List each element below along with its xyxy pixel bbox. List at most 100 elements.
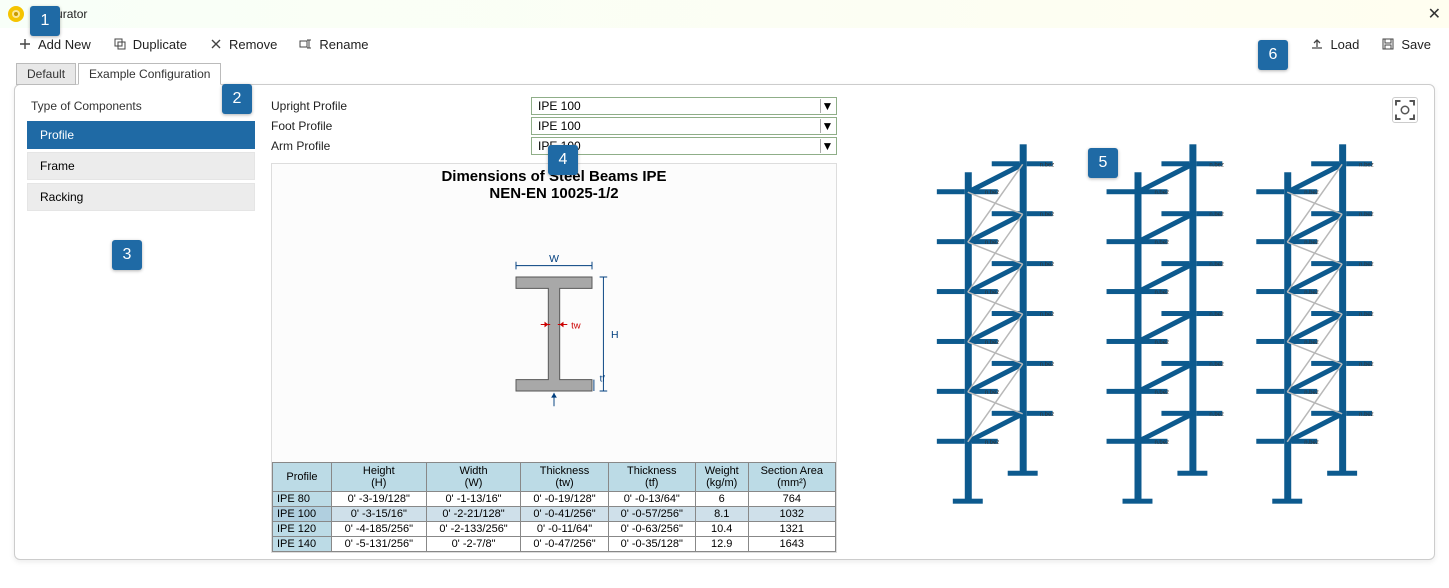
table-row[interactable]: IPE 800' -3-19/128"0' -1-13/16"0' -0-19/… (273, 492, 836, 507)
svg-text:W: W (549, 254, 559, 265)
svg-text:n.bez: n.bez (1209, 312, 1224, 318)
table-header: Section Area(mm²) (748, 463, 835, 492)
svg-text:n.bez: n.bez (1154, 240, 1169, 246)
svg-text:n.bez: n.bez (1304, 190, 1319, 196)
upright-profile-label: Upright Profile (271, 99, 531, 113)
title-bar: onfigurator ✕ (0, 0, 1449, 28)
content-frame: Type of Components Profile Frame Racking… (14, 84, 1435, 560)
upright-profile-value: IPE 100 (538, 99, 581, 113)
svg-text:n.bez: n.bez (985, 390, 1000, 396)
table-header: Weight(kg/m) (695, 463, 748, 492)
annotation-5: 5 (1088, 148, 1118, 178)
table-row[interactable]: IPE 1200' -4-185/256"0' -2-133/256"0' -0… (273, 522, 836, 537)
table-row[interactable]: IPE 1400' -5-131/256"0' -2-7/8"0' -0-47/… (273, 537, 836, 552)
svg-text:tw: tw (571, 320, 581, 331)
svg-text:n.bez: n.bez (1304, 440, 1319, 446)
remove-button[interactable]: Remove (209, 37, 277, 52)
rack-preview[interactable]: n.bez n.bez n.bez n.bez n.bez n.bez n.bez n.bez… (845, 95, 1424, 549)
rename-button[interactable]: Rename (299, 37, 368, 52)
rename-icon (299, 37, 313, 51)
svg-text:n.bez: n.bez (1359, 262, 1374, 268)
svg-text:n.bez: n.bez (1304, 390, 1319, 396)
svg-text:n.bez: n.bez (1209, 262, 1224, 268)
svg-text:n.bez: n.bez (1040, 212, 1055, 218)
svg-text:H: H (611, 330, 619, 341)
table-header: Height(H) (331, 463, 426, 492)
svg-text:n.bez: n.bez (1040, 362, 1055, 368)
sidebar-title: Type of Components (27, 97, 255, 121)
upright-profile-select[interactable]: IPE 100 ▼ (531, 97, 837, 115)
preview-panel: n.bez n.bez n.bez n.bez n.bez n.bez n.bez n.bez… (841, 91, 1428, 553)
sidebar-item-frame[interactable]: Frame (27, 152, 255, 180)
svg-text:n.bez: n.bez (1359, 162, 1374, 168)
duplicate-label: Duplicate (133, 37, 187, 52)
duplicate-button[interactable]: Duplicate (113, 37, 187, 52)
add-new-button[interactable]: Add New (18, 37, 91, 52)
svg-text:n.bez: n.bez (1154, 440, 1169, 446)
svg-text:n.bez: n.bez (985, 440, 1000, 446)
app-icon (8, 6, 24, 22)
table-header: Thickness(tw) (521, 463, 608, 492)
plus-icon (18, 37, 32, 51)
tab-default[interactable]: Default (16, 63, 76, 85)
svg-text:n.bez: n.bez (1304, 340, 1319, 346)
svg-text:n.bez: n.bez (1040, 262, 1055, 268)
focus-icon (1393, 98, 1417, 122)
remove-icon (209, 37, 223, 51)
svg-text:n.bez: n.bez (1154, 340, 1169, 346)
svg-text:n.bez: n.bez (1040, 162, 1055, 168)
toolbar: Add New Duplicate Remove Rename Load Sav… (0, 28, 1449, 60)
svg-text:n.bez: n.bez (1154, 290, 1169, 296)
chevron-down-icon: ▼ (820, 139, 834, 153)
sidebar-item-profile[interactable]: Profile (27, 121, 255, 149)
svg-text:n.bez: n.bez (1040, 412, 1055, 418)
svg-text:n.bez: n.bez (1209, 362, 1224, 368)
chevron-down-icon: ▼ (820, 99, 834, 113)
foot-profile-value: IPE 100 (538, 119, 581, 133)
arm-profile-label: Arm Profile (271, 139, 531, 153)
beam-panel: Dimensions of Steel Beams IPE NEN-EN 100… (271, 163, 837, 553)
save-icon (1381, 37, 1395, 51)
foot-profile-label: Foot Profile (271, 119, 531, 133)
save-button[interactable]: Save (1381, 37, 1431, 52)
sidebar: Type of Components Profile Frame Racking (21, 91, 261, 553)
duplicate-icon (113, 37, 127, 51)
beam-table: ProfileHeight(H)Width(W)Thickness(tw)Thi… (272, 462, 836, 552)
svg-text:n.bez: n.bez (1359, 212, 1374, 218)
svg-text:n.bez: n.bez (1359, 312, 1374, 318)
load-icon (1310, 37, 1324, 51)
tab-example-configuration[interactable]: Example Configuration (78, 63, 221, 85)
load-button[interactable]: Load (1310, 37, 1359, 52)
remove-label: Remove (229, 37, 277, 52)
foot-profile-select[interactable]: IPE 100 ▼ (531, 117, 837, 135)
config-tabs: Default Example Configuration (0, 60, 1449, 84)
annotation-4: 4 (548, 145, 578, 175)
save-label: Save (1401, 37, 1431, 52)
svg-text:n.bez: n.bez (1154, 390, 1169, 396)
svg-text:n.bez: n.bez (1304, 240, 1319, 246)
annotation-2: 2 (222, 84, 252, 114)
table-header: Thickness(tf) (608, 463, 695, 492)
svg-text:n.bez: n.bez (985, 190, 1000, 196)
svg-text:n.bez: n.bez (985, 340, 1000, 346)
annotation-1: 1 (30, 6, 60, 36)
annotation-6: 6 (1258, 40, 1288, 70)
foot-profile-row: Foot Profile IPE 100 ▼ (271, 117, 837, 135)
sidebar-item-racking[interactable]: Racking (27, 183, 255, 211)
chevron-down-icon: ▼ (820, 119, 834, 133)
svg-text:n.bez: n.bez (1209, 212, 1224, 218)
load-label: Load (1330, 37, 1359, 52)
close-icon[interactable]: ✕ (1428, 4, 1441, 24)
svg-text:n.bez: n.bez (1359, 412, 1374, 418)
svg-text:n.bez: n.bez (1209, 412, 1224, 418)
svg-text:n.bez: n.bez (985, 290, 1000, 296)
table-row[interactable]: IPE 1000' -3-15/16"0' -2-21/128"0' -0-41… (273, 507, 836, 522)
fit-view-button[interactable] (1392, 97, 1418, 123)
beam-diagram: W Htw tf (272, 206, 836, 462)
rename-label: Rename (319, 37, 368, 52)
svg-text:n.bez: n.bez (1359, 362, 1374, 368)
svg-text:tf: tf (600, 374, 606, 385)
add-new-label: Add New (38, 37, 91, 52)
svg-text:n.bez: n.bez (1154, 190, 1169, 196)
annotation-3: 3 (112, 240, 142, 270)
